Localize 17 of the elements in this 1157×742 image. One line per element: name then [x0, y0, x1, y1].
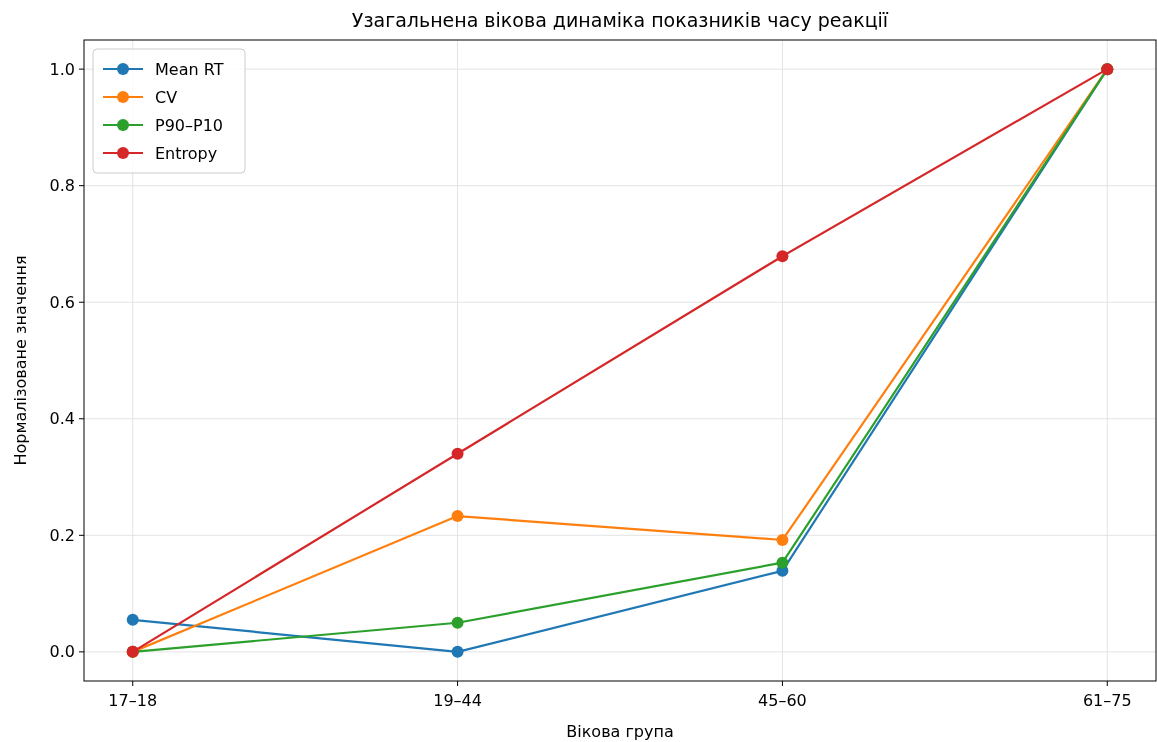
x-tick-label: 61–75: [1082, 691, 1132, 710]
y-tick-label: 0.2: [49, 525, 75, 545]
legend-label: CV: [155, 88, 178, 107]
y-tick-label: 0.8: [49, 176, 75, 196]
x-tick-label: 45–60: [758, 691, 807, 710]
legend-label: Entropy: [155, 144, 218, 163]
chart-title: Узагальнена вікова динаміка показників часу реакції: [351, 9, 889, 31]
y-tick-label: 1.0: [49, 59, 75, 79]
y-tick-label: 0.4: [49, 409, 75, 429]
x-tick-label: 19–44: [433, 691, 482, 710]
y-axis-title: Нормалізоване значення: [11, 255, 30, 466]
x-axis-title: Вікова група: [566, 722, 674, 741]
x-tick-label: 17–18: [108, 691, 158, 710]
y-tick-label: 0.6: [49, 292, 75, 312]
legend-label: Mean RT: [155, 60, 224, 79]
legend-label: P90–P10: [155, 116, 224, 135]
y-tick-label: 0.0: [49, 642, 75, 662]
